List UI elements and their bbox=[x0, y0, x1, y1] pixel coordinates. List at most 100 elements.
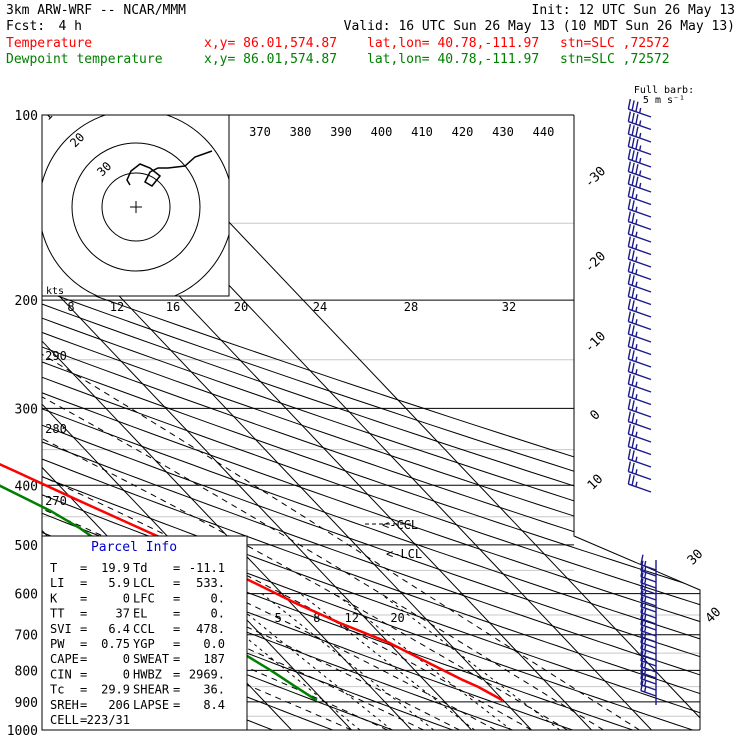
barb-flag bbox=[627, 286, 632, 297]
wind-barb bbox=[627, 236, 652, 256]
isotherm-line bbox=[42, 115, 352, 730]
barb-half bbox=[643, 680, 647, 687]
barb-staff bbox=[640, 654, 657, 661]
barb-flag bbox=[631, 175, 635, 186]
barb-flag bbox=[631, 450, 635, 461]
barb-flag bbox=[631, 350, 635, 361]
barb-half bbox=[635, 369, 638, 375]
barb-flag bbox=[640, 626, 644, 637]
isotherm-label: 30 bbox=[685, 547, 707, 569]
wind-barb bbox=[640, 650, 657, 667]
barb-half bbox=[635, 456, 638, 462]
wind-barb bbox=[627, 336, 652, 356]
barb-half bbox=[635, 431, 638, 437]
barb-half bbox=[643, 674, 647, 681]
parcel-value-right: 187 bbox=[203, 652, 225, 666]
barb-flag bbox=[640, 572, 644, 583]
barb-flag bbox=[640, 566, 644, 577]
parcel-eq-right: = bbox=[173, 607, 180, 621]
barb-flag bbox=[631, 125, 635, 136]
isotherm-label: -20 bbox=[582, 249, 609, 276]
barb-half bbox=[643, 602, 647, 609]
parcel-key-left: CAPE bbox=[50, 652, 79, 666]
wind-barb bbox=[640, 680, 657, 697]
barb-flag bbox=[627, 273, 632, 285]
wind-barb bbox=[627, 136, 652, 156]
wind-barb bbox=[640, 596, 657, 613]
barb-staff bbox=[640, 630, 657, 637]
barb-half bbox=[643, 566, 647, 573]
barb-flag bbox=[640, 560, 644, 571]
wind-barb bbox=[640, 644, 657, 661]
parcel-key-left: CIN bbox=[50, 667, 72, 681]
theta-left-label: 290 bbox=[45, 349, 67, 363]
parcel-key-left: SREH bbox=[50, 698, 79, 712]
barb-flag bbox=[627, 223, 632, 235]
barb-half bbox=[635, 281, 638, 287]
dry-adiabat bbox=[42, 115, 700, 730]
wind-barb bbox=[627, 98, 652, 118]
speed-axis-label: 12 bbox=[110, 300, 124, 314]
barb-half bbox=[635, 344, 638, 350]
wind-barb bbox=[627, 173, 652, 193]
barb-half bbox=[643, 650, 647, 657]
barb-flag bbox=[640, 644, 644, 655]
barb-staff bbox=[640, 642, 657, 649]
barb-flag bbox=[631, 325, 635, 336]
barb-staff bbox=[640, 618, 657, 625]
wind-barb bbox=[627, 111, 652, 131]
hodograph-ring-label: 10 bbox=[40, 103, 60, 123]
barb-half bbox=[643, 560, 647, 567]
barb-flag bbox=[627, 323, 632, 335]
barb-flag bbox=[635, 101, 639, 112]
hodograph-ring bbox=[71, 142, 201, 272]
barb-flag bbox=[631, 475, 635, 486]
parcel-value-right: 8.4 bbox=[203, 698, 225, 712]
pressure-label: 400 bbox=[15, 479, 38, 494]
parcel-key-left: PW bbox=[50, 637, 65, 651]
parcel-eq-left: = bbox=[80, 576, 87, 590]
theta-label: 440 bbox=[533, 125, 555, 139]
barb-half bbox=[643, 614, 647, 621]
barb-flag bbox=[627, 461, 632, 472]
parcel-key-right: LFC bbox=[133, 591, 155, 605]
isotherm-label: 10 bbox=[585, 472, 607, 494]
dry-adiabat bbox=[42, 115, 700, 730]
barb-flag bbox=[631, 425, 635, 436]
isotherm-label: -10 bbox=[582, 329, 609, 356]
barb-flag bbox=[631, 150, 635, 161]
barb-flag bbox=[635, 164, 639, 175]
barb-half bbox=[643, 608, 647, 615]
parcel-key-left: CELL bbox=[50, 713, 79, 727]
parcel-eq-left: = bbox=[80, 698, 87, 712]
wind-barb bbox=[627, 311, 652, 331]
barb-key-label: Full barb: bbox=[634, 85, 694, 96]
barb-half bbox=[638, 157, 642, 164]
wind-barb bbox=[627, 348, 652, 368]
barb-half bbox=[638, 182, 642, 189]
barb-half bbox=[635, 406, 638, 412]
theta-left-label: 280 bbox=[45, 422, 67, 436]
barb-flag bbox=[631, 387, 635, 399]
barb-flag bbox=[631, 137, 635, 149]
barb-flag bbox=[627, 123, 632, 135]
parcel-value-left: 206 bbox=[108, 698, 130, 712]
barb-flag bbox=[627, 311, 632, 322]
barb-flag bbox=[640, 674, 644, 685]
parcel-value-left: 5.9 bbox=[108, 576, 130, 590]
wind-barb bbox=[640, 560, 657, 577]
barb-half bbox=[635, 269, 638, 275]
barb-flag bbox=[627, 423, 632, 435]
barb-half bbox=[635, 244, 638, 250]
dry-adiabat bbox=[42, 115, 700, 730]
wind-barb bbox=[640, 554, 657, 571]
barb-half bbox=[643, 626, 647, 633]
barb-flag bbox=[627, 348, 632, 360]
parcel-key-right: HWBZ bbox=[133, 667, 162, 681]
barb-half bbox=[643, 644, 647, 651]
barb-flag bbox=[640, 554, 644, 565]
barb-staff bbox=[640, 600, 657, 607]
parcel-value-left: 37 bbox=[116, 607, 130, 621]
